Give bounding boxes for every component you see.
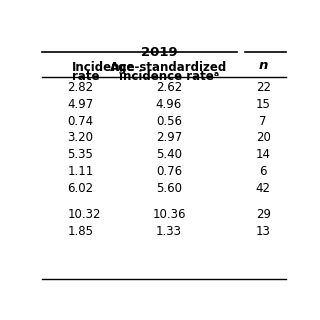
Text: 6.02: 6.02 bbox=[67, 182, 93, 195]
Text: 42: 42 bbox=[256, 182, 271, 195]
Text: 6: 6 bbox=[260, 165, 267, 178]
Text: 2.82: 2.82 bbox=[67, 81, 93, 94]
Text: 2019: 2019 bbox=[141, 46, 177, 59]
Text: 2.97: 2.97 bbox=[156, 132, 182, 144]
Text: 15: 15 bbox=[256, 98, 271, 111]
Text: 13: 13 bbox=[256, 225, 271, 238]
Text: 14: 14 bbox=[256, 148, 271, 161]
Text: n: n bbox=[259, 59, 268, 72]
Text: Age-standardized: Age-standardized bbox=[110, 60, 228, 74]
Text: 1.11: 1.11 bbox=[67, 165, 93, 178]
Text: rate: rate bbox=[72, 70, 100, 84]
Text: 1.33: 1.33 bbox=[156, 225, 182, 238]
Text: 22: 22 bbox=[256, 81, 271, 94]
Text: incidence rateᵃ: incidence rateᵃ bbox=[119, 70, 219, 84]
Text: 1.85: 1.85 bbox=[67, 225, 93, 238]
Text: 0.74: 0.74 bbox=[67, 115, 93, 128]
Text: 20: 20 bbox=[256, 132, 271, 144]
Text: 5.35: 5.35 bbox=[67, 148, 93, 161]
Text: Incidence: Incidence bbox=[72, 60, 136, 74]
Text: 5.60: 5.60 bbox=[156, 182, 182, 195]
Text: 4.96: 4.96 bbox=[156, 98, 182, 111]
Text: 3.20: 3.20 bbox=[67, 132, 93, 144]
Text: 5.40: 5.40 bbox=[156, 148, 182, 161]
Text: 4.97: 4.97 bbox=[67, 98, 93, 111]
Text: 0.56: 0.56 bbox=[156, 115, 182, 128]
Text: 0.76: 0.76 bbox=[156, 165, 182, 178]
Text: 10.36: 10.36 bbox=[152, 208, 186, 221]
Text: 2.62: 2.62 bbox=[156, 81, 182, 94]
Text: 10.32: 10.32 bbox=[67, 208, 101, 221]
Text: 7: 7 bbox=[260, 115, 267, 128]
Text: 29: 29 bbox=[256, 208, 271, 221]
